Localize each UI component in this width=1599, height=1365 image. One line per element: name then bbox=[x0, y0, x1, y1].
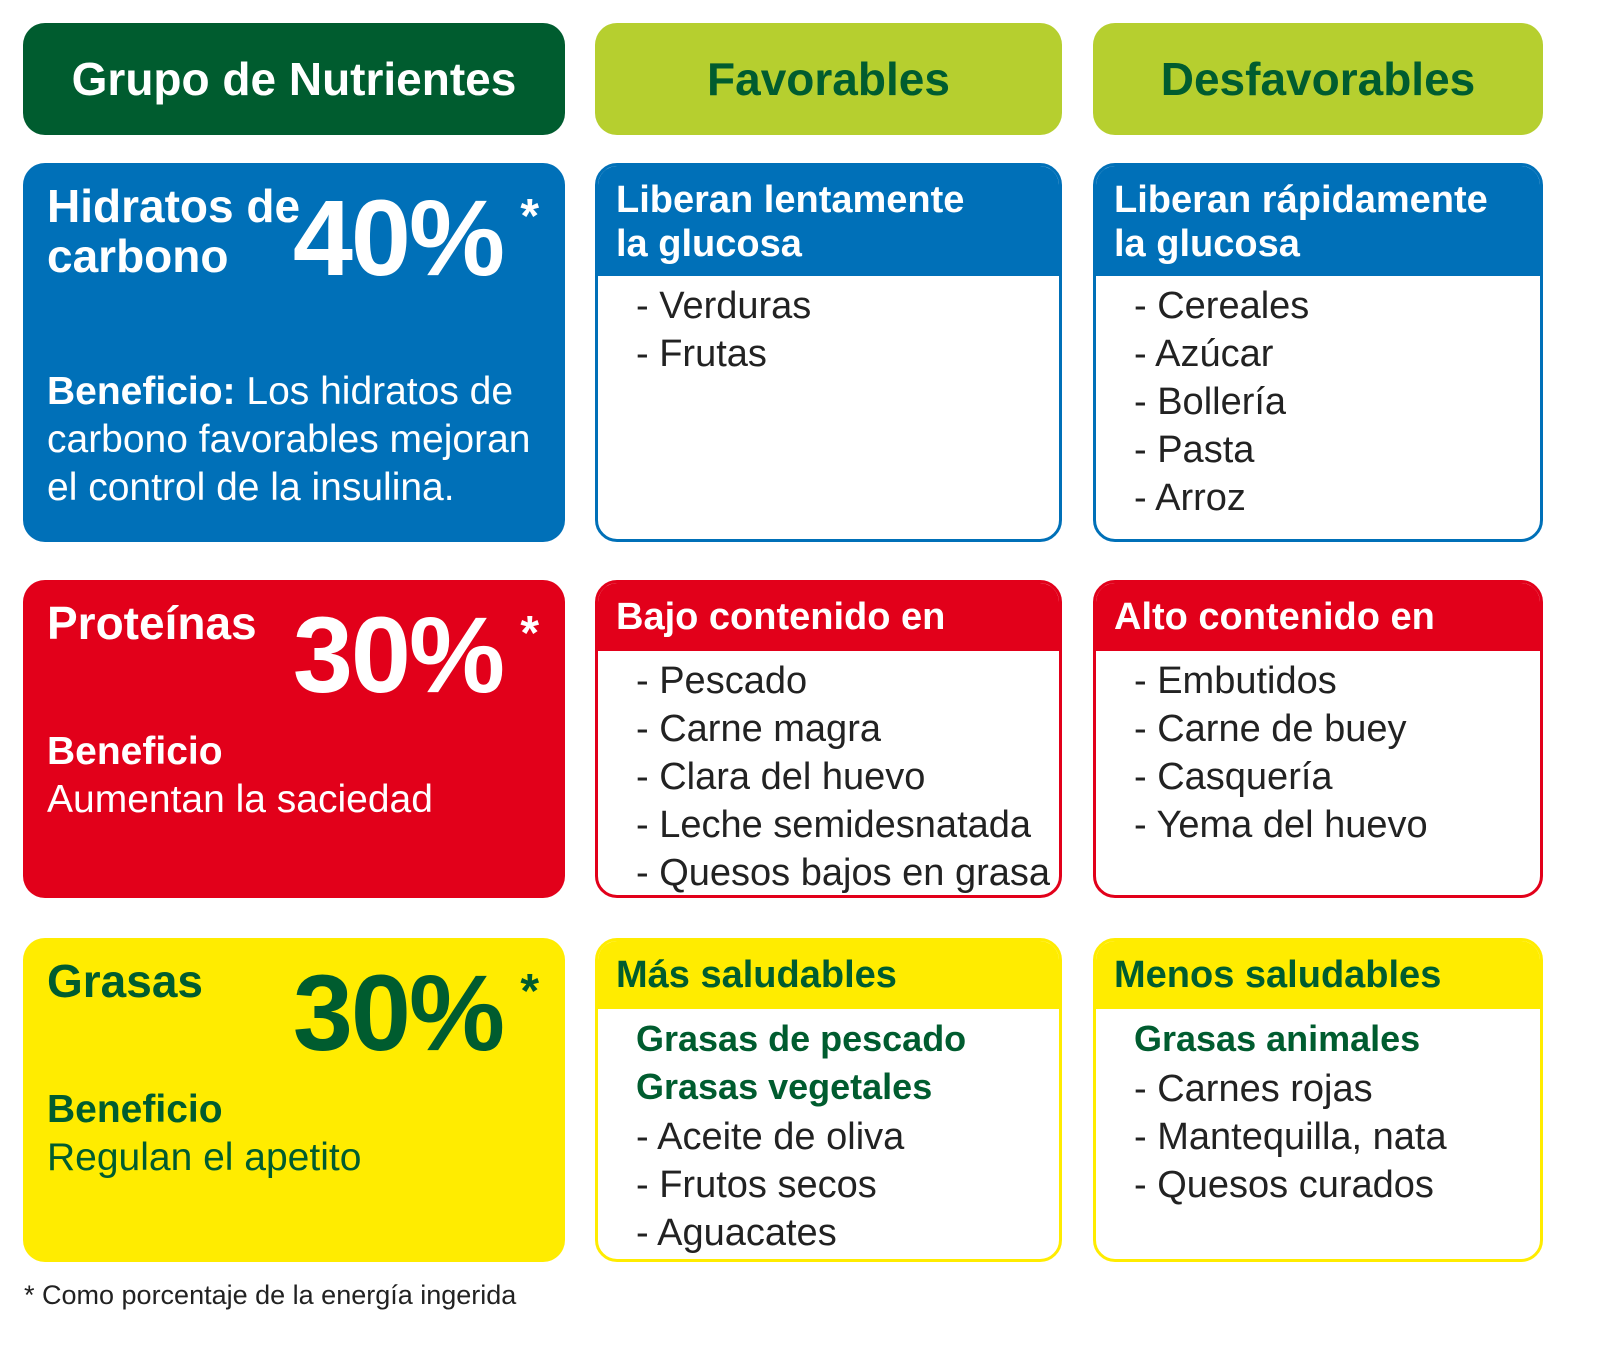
benefit-text: Los hidratos de carbono favorables mejor… bbox=[47, 370, 531, 509]
card-title: Menos saludables bbox=[1096, 941, 1540, 1009]
list-item: - Embutidos bbox=[1134, 660, 1337, 702]
card-title-line2: la glucosa bbox=[616, 223, 802, 265]
list-item: - Quesos bajos en grasa bbox=[636, 852, 1051, 894]
list-item: - Casquería bbox=[1134, 756, 1333, 798]
list-item: - Bollería bbox=[1134, 381, 1287, 423]
asterisk: * bbox=[520, 190, 539, 243]
food-list: - Pescado - Carne magra - Clara del huev… bbox=[598, 651, 1059, 895]
nutrient-name-line1: Hidratos de bbox=[47, 180, 301, 232]
asterisk: * bbox=[520, 607, 539, 660]
list-item: - Pasta bbox=[1134, 429, 1255, 471]
favorable-card-proteins: Bajo contenido en grasa - Pescado - Carn… bbox=[595, 580, 1062, 898]
nutrient-name: Proteínas bbox=[47, 597, 257, 649]
card-title: Bajo contenido en grasa bbox=[598, 583, 1059, 682]
list-item: - Carne magra bbox=[636, 708, 881, 750]
card-title: Liberan lentamente la glucosa bbox=[598, 166, 1059, 276]
list-item: - Clara del huevo bbox=[636, 756, 926, 798]
list-item: - Frutas bbox=[636, 333, 767, 375]
header-desfavorables: Desfavorables bbox=[1093, 23, 1543, 135]
list-item: - Cereales bbox=[1134, 285, 1310, 327]
food-list: - Carnes rojas - Mantequilla, nata - Que… bbox=[1096, 1063, 1540, 1209]
benefit-text: Aumentan la saciedad bbox=[47, 778, 433, 821]
card-subtitle: Grasas animales bbox=[1096, 1009, 1540, 1063]
list-item: - Aceite de oliva bbox=[636, 1116, 905, 1158]
nutrient-name: Grasas bbox=[47, 955, 204, 1007]
nutrient-percent: 40% bbox=[292, 177, 505, 298]
benefit: Beneficio Aumentan la saciedad bbox=[47, 728, 547, 824]
benefit: Beneficio: Los hidratos de carbono favor… bbox=[47, 368, 547, 512]
benefit-label: Beneficio bbox=[47, 730, 223, 773]
subtitle-line: Grasas de pescado bbox=[636, 1018, 967, 1059]
card-title: Alto contenido en grasa bbox=[1096, 583, 1540, 682]
food-list: - Aceite de oliva - Frutos secos - Aguac… bbox=[598, 1111, 1059, 1257]
favorable-card-carbohydrates: Liberan lentamente la glucosa - Verduras… bbox=[595, 163, 1062, 542]
nutrient-box-fats: Grasas 30% * Beneficio Regulan el apetit… bbox=[23, 938, 565, 1262]
food-list: - Embutidos - Carne de buey - Casquería … bbox=[1096, 651, 1540, 849]
list-item: - Azúcar bbox=[1134, 333, 1274, 375]
benefit-label: Beneficio bbox=[47, 1088, 223, 1131]
list-item: - Carnes rojas bbox=[1134, 1068, 1373, 1110]
list-item: - Verduras bbox=[636, 285, 812, 327]
benefit-label: Beneficio: bbox=[47, 370, 236, 413]
list-item: - Aguacates bbox=[636, 1212, 837, 1254]
unfavorable-card-proteins: Alto contenido en grasa - Embutidos - Ca… bbox=[1093, 580, 1543, 898]
nutrient-percent: 30% bbox=[292, 594, 505, 715]
favorable-card-fats: Más saludables Grasas de pescado Grasas … bbox=[595, 938, 1062, 1262]
card-subtitle: Grasas de pescado Grasas vegetales bbox=[598, 1009, 1059, 1111]
card-title-line1: Liberan rápidamente bbox=[1114, 179, 1488, 221]
nutrient-box-carbohydrates: Hidratos de carbono 40% * Beneficio: Los… bbox=[23, 163, 565, 542]
card-title-line2: la glucosa bbox=[1114, 223, 1300, 265]
card-title: Más saludables bbox=[598, 941, 1059, 1009]
benefit-text: Regulan el apetito bbox=[47, 1136, 362, 1179]
unfavorable-card-fats: Menos saludables Grasas animales - Carne… bbox=[1093, 938, 1543, 1262]
nutrient-box-proteins: Proteínas 30% * Beneficio Aumentan la sa… bbox=[23, 580, 565, 898]
subtitle-line: Grasas animales bbox=[1134, 1018, 1421, 1059]
food-list: - Verduras - Frutas bbox=[598, 276, 1059, 378]
nutrient-name-line2: carbono bbox=[47, 230, 229, 282]
list-item: - Pescado bbox=[636, 660, 808, 702]
list-item: - Mantequilla, nata bbox=[1134, 1116, 1447, 1158]
nutrient-name: Hidratos de carbono bbox=[47, 181, 300, 281]
list-item: - Carne de buey bbox=[1134, 708, 1407, 750]
unfavorable-card-carbohydrates: Liberan rápidamente la glucosa - Cereale… bbox=[1093, 163, 1543, 542]
list-item: - Quesos curados bbox=[1134, 1164, 1434, 1206]
card-title-line1: Liberan lentamente bbox=[616, 179, 965, 221]
subtitle-line: Grasas vegetales bbox=[636, 1066, 933, 1107]
list-item: - Arroz bbox=[1134, 477, 1246, 519]
header-grupo-nutrientes: Grupo de Nutrientes bbox=[23, 23, 565, 135]
card-title: Liberan rápidamente la glucosa bbox=[1096, 166, 1540, 276]
list-item: - Frutos secos bbox=[636, 1164, 877, 1206]
list-item: - Yema del huevo bbox=[1134, 804, 1428, 846]
footnote: * Como porcentaje de la energía ingerida bbox=[24, 1280, 517, 1310]
header-favorables: Favorables bbox=[595, 23, 1062, 135]
list-item: - Leche semidesnatada bbox=[636, 804, 1032, 846]
benefit: Beneficio Regulan el apetito bbox=[47, 1086, 547, 1182]
food-list: - Cereales - Azúcar - Bollería - Pasta -… bbox=[1096, 276, 1540, 522]
nutrient-percent: 30% bbox=[292, 952, 505, 1073]
asterisk: * bbox=[520, 965, 539, 1018]
